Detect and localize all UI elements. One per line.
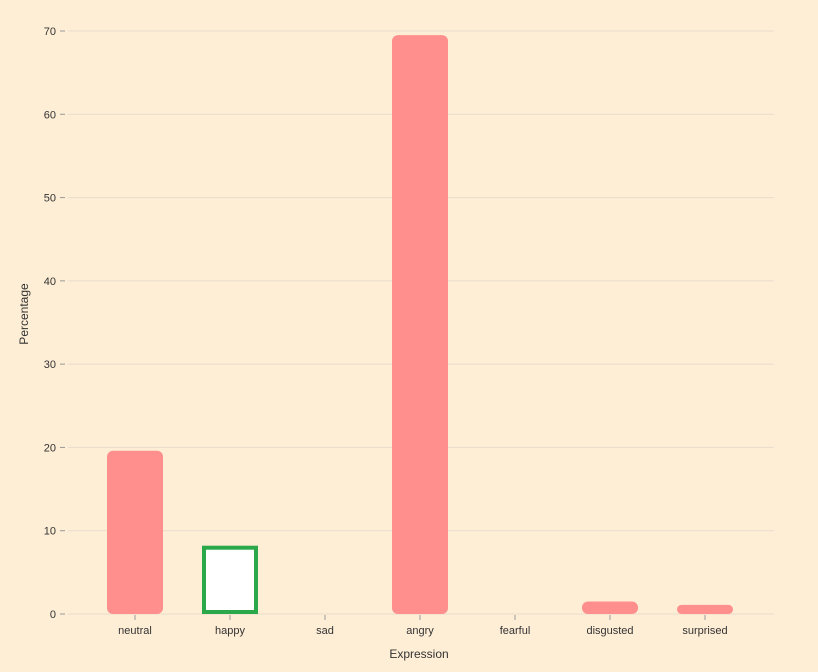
y-tick-label: 60 [44,109,56,121]
bar-neutral[interactable] [107,450,163,614]
x-tick-label-angry: angry [406,625,434,637]
x-tick-label-happy: happy [215,625,245,637]
x-axis: neutral happy sad angry fearful disgusted surp… [118,615,728,637]
x-axis-title: Expression [389,647,448,661]
y-tick-label: 30 [44,359,56,371]
x-tick-label-disgusted: disgusted [586,625,633,637]
bar-disgusted[interactable] [582,601,638,614]
y-tick-label: 0 [50,609,56,621]
x-tick-label-neutral: neutral [118,625,152,637]
y-tick-label: 70 [44,26,56,38]
y-tick-label: 10 [44,526,56,538]
y-tick-label: 20 [44,442,56,454]
x-tick-label-surprised: surprised [682,625,727,637]
y-tick-label: 50 [44,193,56,205]
bar-happy[interactable] [202,545,258,614]
y-axis: 0 10 20 30 40 50 60 70 [44,26,65,621]
y-tick-label: 40 [44,276,56,288]
bar-surprised[interactable] [677,604,733,614]
x-tick-label-fearful: fearful [500,625,531,637]
bar-angry[interactable] [392,35,448,614]
y-axis-title: Percentage [17,283,31,345]
bars [107,35,733,614]
x-tick-label-sad: sad [316,625,334,637]
